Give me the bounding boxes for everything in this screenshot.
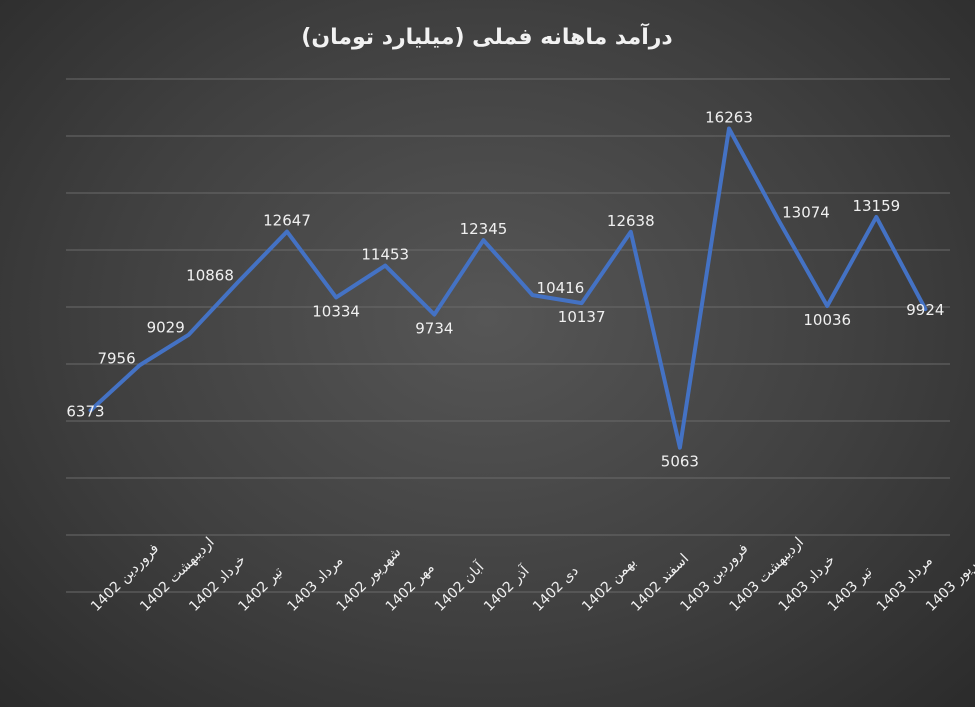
data-label: 5063 (661, 453, 699, 471)
x-tick-label: تیر 1403 (825, 564, 876, 615)
data-label: 13074 (782, 203, 830, 221)
data-label: 11453 (361, 246, 409, 264)
data-label: 12647 (263, 212, 311, 230)
x-tick-label: آبان 1402 (431, 558, 488, 615)
chart-title: درآمد ماهانه فملی (میلیارد تومان) (301, 22, 672, 50)
data-label: 9029 (147, 319, 185, 337)
data-label: 7956 (97, 349, 135, 367)
data-labels: 6373 7956 9029 10868 12647 10334 11453 9734 1234… (66, 109, 944, 471)
x-tick-label: دی 1402 (530, 563, 582, 615)
data-label: 9734 (415, 320, 453, 338)
x-tick-label: تیر 1402 (235, 564, 286, 615)
x-tick-label: شهریور 1403 (923, 544, 975, 615)
data-label: 10334 (312, 302, 360, 320)
data-label: 16263 (705, 109, 753, 127)
data-label: 9924 (906, 301, 944, 319)
data-label: 13159 (852, 197, 900, 215)
data-label: 6373 (66, 402, 104, 420)
series-line (88, 126, 928, 450)
x-tick-label: آذر 1402 (480, 562, 533, 615)
data-label: 10868 (186, 266, 234, 284)
gridlines (66, 78, 950, 593)
data-label: 12345 (460, 220, 508, 238)
data-label: 10416 (537, 279, 585, 297)
data-label: 10137 (558, 308, 606, 326)
data-label: 10036 (803, 311, 851, 329)
data-label: 12638 (607, 212, 655, 230)
